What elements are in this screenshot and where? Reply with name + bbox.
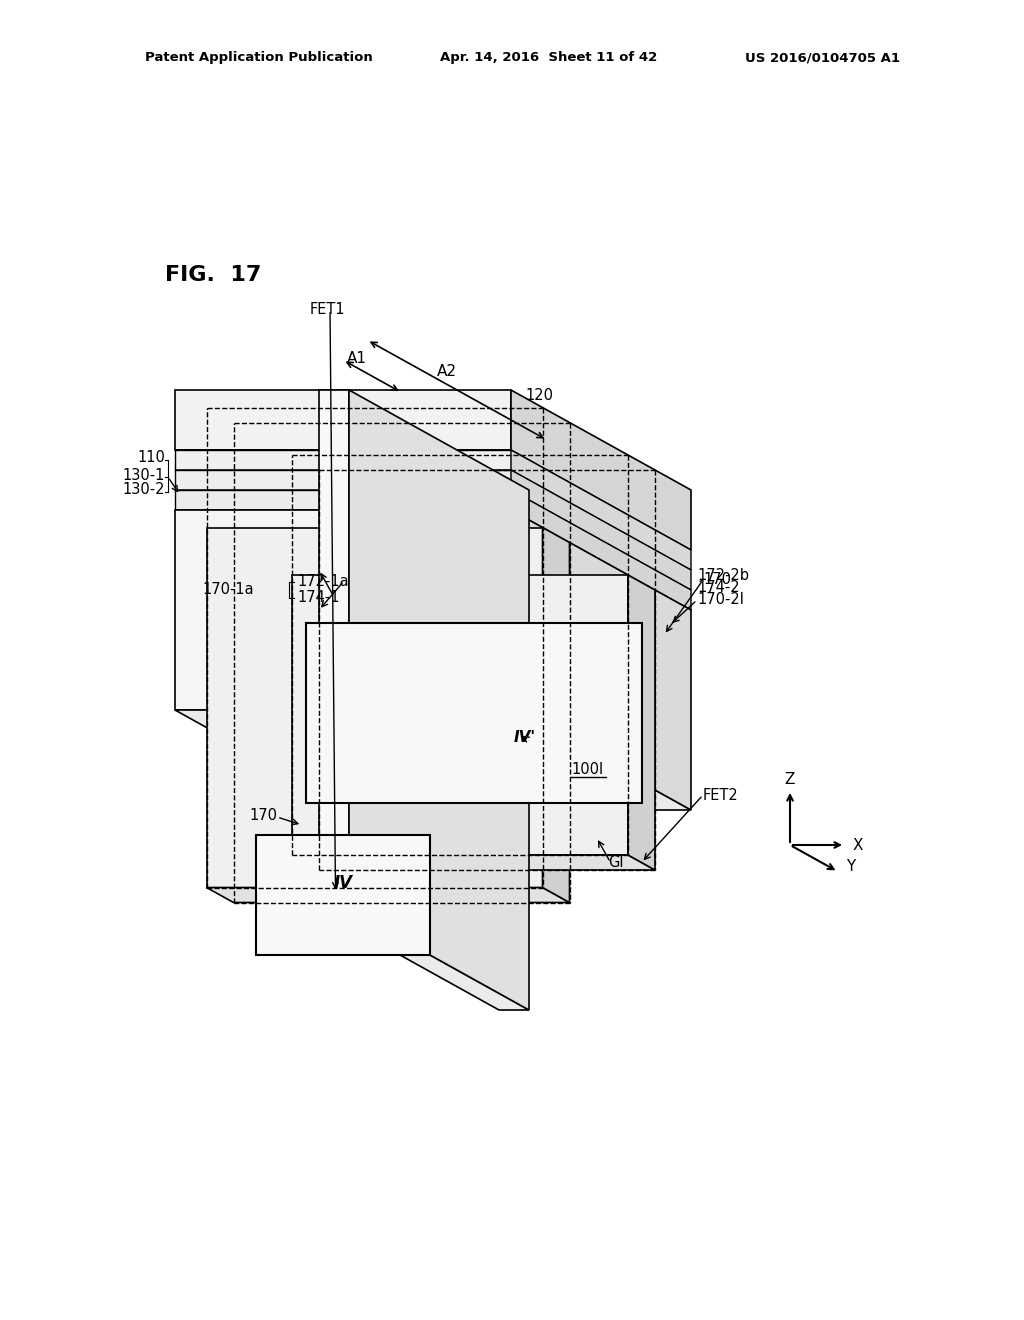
Polygon shape: [175, 450, 691, 550]
Polygon shape: [569, 543, 628, 775]
Polygon shape: [175, 510, 511, 710]
Polygon shape: [305, 623, 641, 803]
Text: FET2: FET2: [703, 788, 738, 803]
Polygon shape: [175, 490, 691, 590]
Polygon shape: [175, 470, 691, 570]
Polygon shape: [319, 909, 529, 1010]
Text: 130-1: 130-1: [123, 467, 165, 483]
Text: 174-2: 174-2: [697, 579, 739, 594]
Text: US 2016/0104705 A1: US 2016/0104705 A1: [745, 51, 900, 65]
Polygon shape: [233, 742, 628, 775]
Polygon shape: [292, 576, 628, 855]
Text: FIG.  17: FIG. 17: [165, 265, 261, 285]
Text: Apr. 14, 2016  Sheet 11 of 42: Apr. 14, 2016 Sheet 11 of 42: [440, 51, 657, 65]
Polygon shape: [233, 543, 569, 742]
Polygon shape: [319, 590, 655, 789]
Polygon shape: [511, 490, 691, 610]
Polygon shape: [292, 855, 655, 870]
Polygon shape: [207, 887, 569, 903]
Polygon shape: [511, 389, 691, 550]
Polygon shape: [175, 490, 511, 510]
Polygon shape: [655, 590, 691, 810]
Text: 170-2l: 170-2l: [697, 593, 743, 607]
Text: Patent Application Publication: Patent Application Publication: [145, 51, 373, 65]
Polygon shape: [207, 528, 543, 887]
Polygon shape: [256, 836, 430, 954]
Text: 170-1a: 170-1a: [203, 582, 254, 598]
Text: IV: IV: [334, 874, 353, 891]
Polygon shape: [543, 528, 569, 903]
Text: FET1: FET1: [310, 302, 346, 318]
Polygon shape: [175, 470, 511, 490]
Polygon shape: [349, 389, 529, 1010]
Polygon shape: [175, 389, 511, 450]
Text: IV': IV': [513, 730, 536, 744]
Text: 100l: 100l: [571, 763, 603, 777]
Text: 170: 170: [249, 808, 278, 822]
Polygon shape: [511, 450, 691, 570]
Text: 110: 110: [137, 450, 165, 466]
Text: 174-1: 174-1: [297, 590, 340, 605]
Text: Z: Z: [784, 772, 796, 788]
Polygon shape: [175, 710, 543, 727]
Polygon shape: [511, 510, 543, 727]
Text: 170: 170: [703, 573, 731, 587]
Text: 120: 120: [525, 388, 553, 403]
Polygon shape: [511, 470, 691, 590]
Text: X: X: [853, 837, 863, 853]
Text: GI: GI: [608, 855, 624, 870]
Text: Y: Y: [846, 859, 855, 874]
Text: A2: A2: [437, 364, 457, 380]
Text: 172-2b: 172-2b: [697, 568, 749, 582]
Polygon shape: [628, 576, 655, 870]
Polygon shape: [175, 510, 691, 610]
Polygon shape: [319, 789, 691, 810]
Polygon shape: [175, 450, 511, 470]
Polygon shape: [319, 389, 349, 909]
Text: 172-1a: 172-1a: [297, 573, 348, 589]
Text: 130-2: 130-2: [123, 483, 165, 498]
Text: A1: A1: [347, 351, 368, 366]
